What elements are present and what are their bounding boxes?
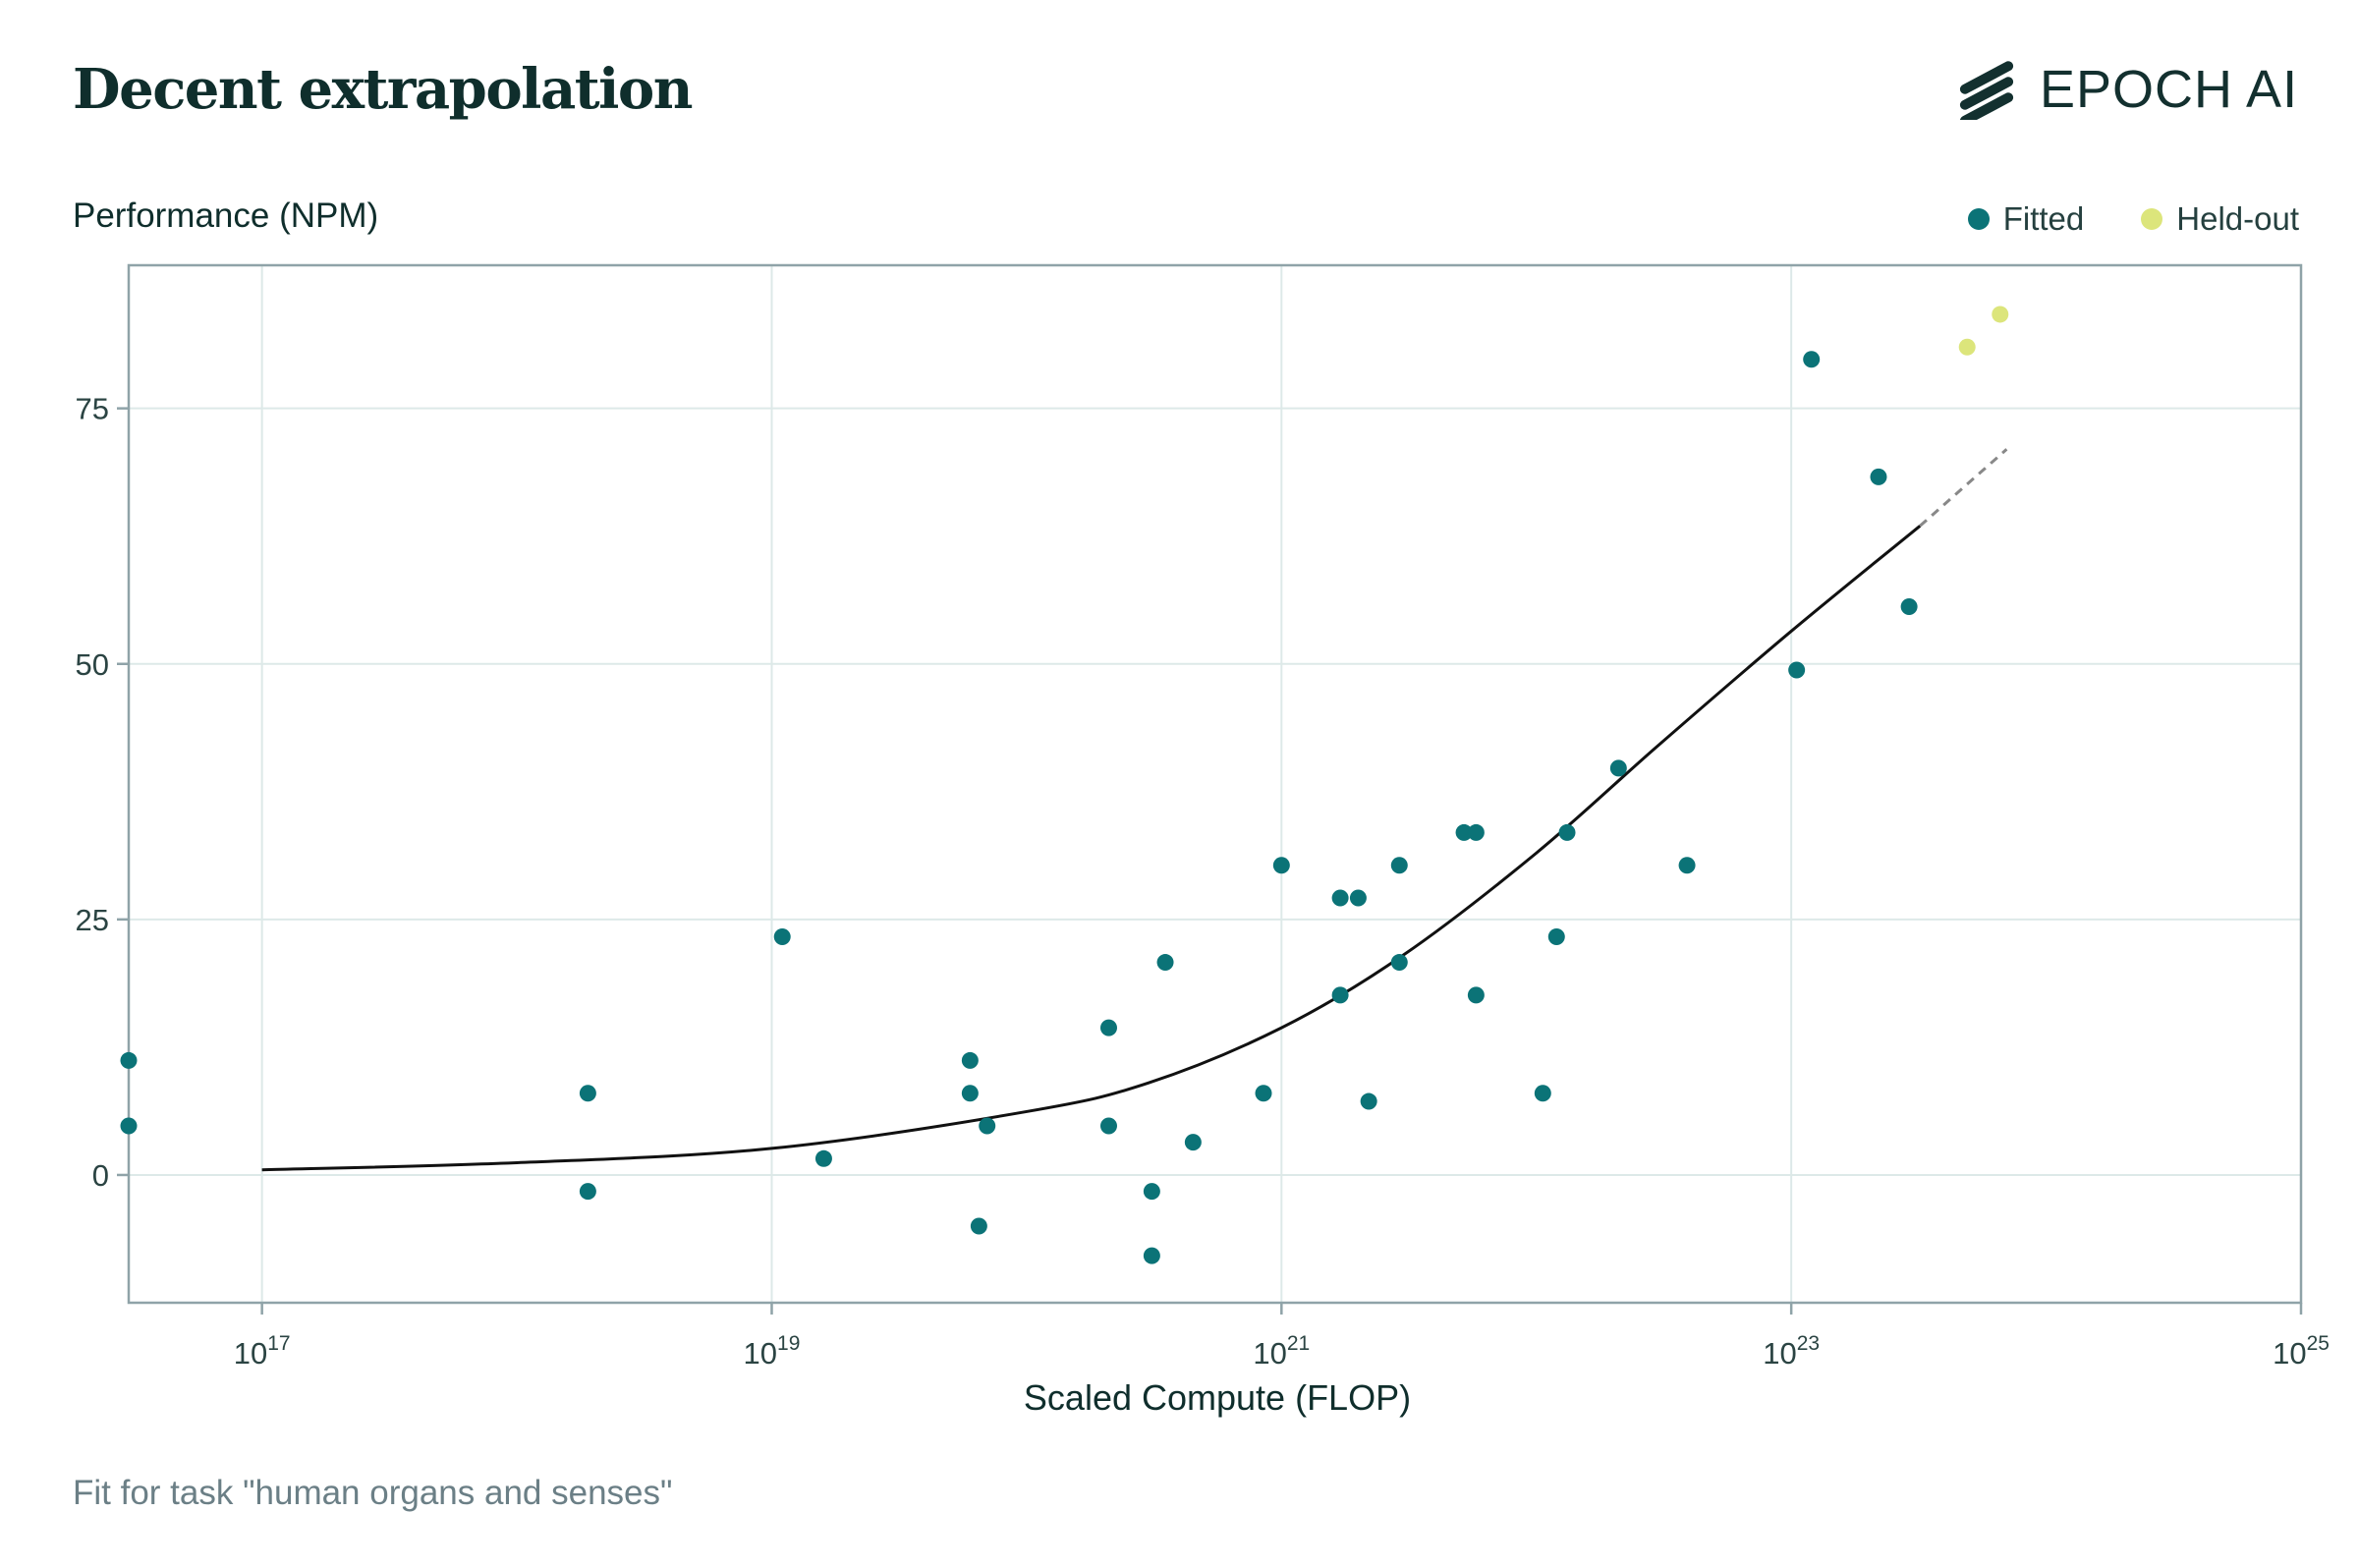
- fit-curve: [261, 525, 1922, 1172]
- point-fitted: [579, 1085, 596, 1102]
- point-fitted: [1331, 986, 1349, 1004]
- point-held-out: [1958, 338, 1976, 356]
- point-fitted: [1900, 597, 1918, 615]
- point-fitted: [1803, 351, 1821, 368]
- y-tick-label: 50: [76, 647, 109, 682]
- point-fitted: [1455, 823, 1473, 841]
- point-fitted: [1467, 823, 1485, 841]
- point-fitted: [1349, 889, 1367, 907]
- point-fitted: [1255, 1085, 1272, 1102]
- point-fitted: [579, 1183, 596, 1201]
- legend-marker-held-out: [2141, 208, 2163, 230]
- x-tick-label: 1023: [1763, 1332, 1820, 1371]
- x-tick-label: 1017: [234, 1332, 291, 1371]
- chart-title-heading: Decent extrapolation: [73, 57, 693, 122]
- point-fitted: [1534, 1085, 1551, 1102]
- point-fitted: [1272, 857, 1290, 874]
- point-fitted: [1390, 954, 1408, 972]
- point-fitted: [120, 1117, 138, 1135]
- legend: Fitted Held-out: [1911, 200, 2299, 238]
- legend-label-fitted: Fitted: [2002, 200, 2085, 237]
- point-fitted: [1331, 889, 1349, 907]
- point-fitted: [814, 1149, 832, 1167]
- point-fitted: [970, 1217, 987, 1235]
- point-fitted: [1558, 823, 1576, 841]
- point-fitted: [961, 1051, 979, 1069]
- point-held-out: [1992, 306, 2009, 323]
- legend-item-fitted: Fitted: [1967, 200, 2085, 238]
- point-fitted: [1143, 1247, 1160, 1264]
- point-fitted: [961, 1085, 979, 1102]
- point-fitted: [979, 1117, 996, 1135]
- y-tick-label: 0: [92, 1158, 109, 1193]
- y-tick-label: 75: [76, 392, 109, 426]
- point-fitted: [1099, 1117, 1117, 1135]
- legend-label-held-out: Held-out: [2176, 200, 2299, 237]
- point-fitted: [1184, 1134, 1202, 1151]
- epoch-ai-logo: EPOCH AI: [1955, 57, 2298, 122]
- point-fitted: [1609, 759, 1627, 777]
- point-fitted: [1156, 954, 1174, 972]
- y-axis-label: Performance (NPM): [73, 196, 379, 235]
- epoch-logo-icon: [1959, 61, 2014, 120]
- logo-text: EPOCH AI: [2040, 60, 2299, 119]
- extrapolation-line: [1919, 448, 2008, 528]
- point-fitted: [1390, 857, 1408, 874]
- legend-item-held-out: Held-out: [2141, 200, 2299, 238]
- point-fitted: [1360, 1092, 1377, 1110]
- footnote: Fit for task "human organs and senses": [73, 1474, 673, 1512]
- point-fitted: [1099, 1019, 1117, 1036]
- point-fitted: [120, 1051, 138, 1069]
- y-tick-label: 25: [76, 903, 109, 937]
- x-tick-label: 1019: [744, 1332, 801, 1371]
- plot-frame: [127, 263, 2303, 1305]
- point-fitted: [1678, 857, 1696, 874]
- point-fitted: [1788, 661, 1806, 679]
- x-axis-label: Scaled Compute (FLOP): [1023, 1377, 1412, 1418]
- point-fitted: [1143, 1183, 1160, 1201]
- point-fitted: [773, 928, 791, 946]
- legend-marker-fitted: [1967, 208, 1990, 230]
- x-tick-label: 1025: [2273, 1332, 2330, 1371]
- point-fitted: [1467, 986, 1485, 1004]
- x-tick-label: 1021: [1253, 1332, 1310, 1371]
- point-fitted: [1870, 468, 1887, 485]
- point-fitted: [1547, 928, 1565, 946]
